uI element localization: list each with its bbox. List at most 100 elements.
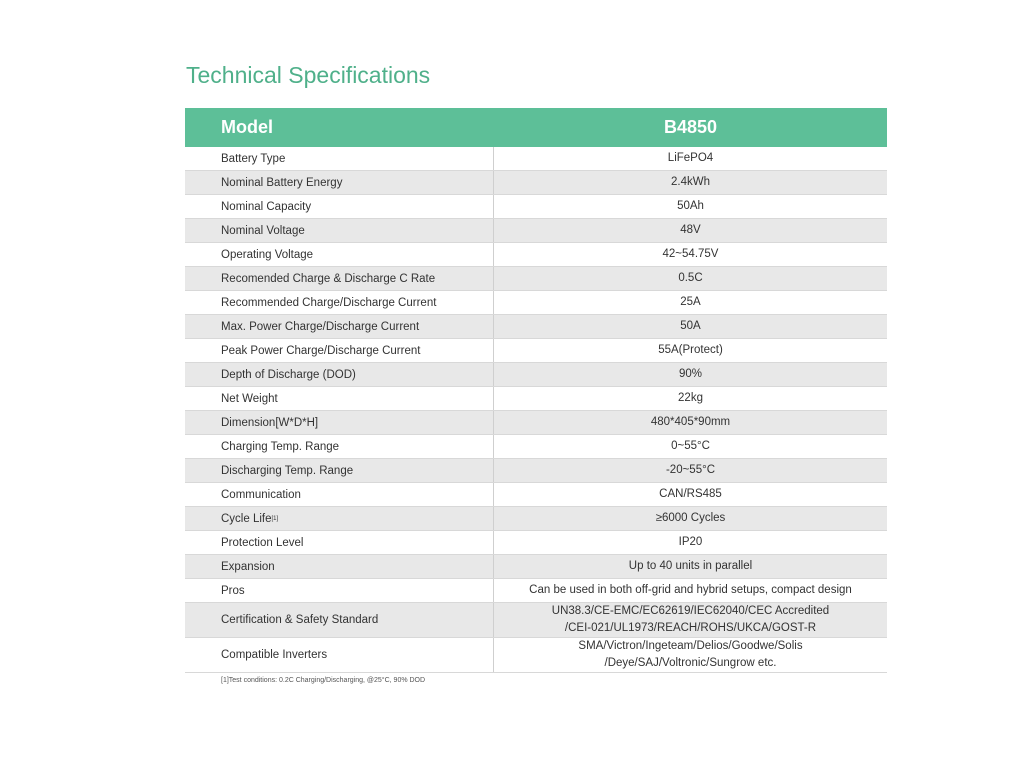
value-cell: 55A(Protect)	[494, 339, 887, 362]
value-line: 25A	[680, 296, 701, 308]
value-cell: ≥6000 Cycles	[494, 507, 887, 530]
row-label: Peak Power Charge/Discharge Current	[221, 344, 421, 357]
row-label: Dimension[W*D*H]	[221, 416, 319, 429]
label-cell: Dimension[W*D*H]	[185, 411, 494, 434]
row-label: Recomended Charge & Discharge C Rate	[221, 272, 436, 285]
label-cell: Cycle Life [1]	[185, 507, 494, 530]
value-cell: UN38.3/CE-EMC/EC62619/IEC62040/CEC Accre…	[494, 603, 887, 637]
value-line: 2.4kWh	[671, 176, 710, 188]
value-line: 42~54.75V	[662, 248, 719, 260]
value-cell: 0.5C	[494, 267, 887, 290]
label-cell: Operating Voltage	[185, 243, 494, 266]
value-line: -20~55°C	[665, 464, 716, 476]
label-cell: Depth of Discharge (DOD)	[185, 363, 494, 386]
table-row: Recomended Charge & Discharge C Rate 0.5C	[185, 267, 887, 291]
value-line: ≥6000 Cycles	[655, 512, 726, 524]
value-cell: 50Ah	[494, 195, 887, 218]
value-line: /CEI-021/UL1973/REACH/ROHS/UKCA/GOST-R	[564, 622, 817, 634]
value-cell: 42~54.75V	[494, 243, 887, 266]
label-cell: Protection Level	[185, 531, 494, 554]
row-label: Operating Voltage	[221, 248, 314, 261]
value-cell: 25A	[494, 291, 887, 314]
table-row: Certification & Safety Standard UN38.3/CE…	[185, 603, 887, 638]
table-row: Max. Power Charge/Discharge Current 50A	[185, 315, 887, 339]
footnote-ref: [1]	[271, 515, 279, 522]
value-line: CAN/RS485	[659, 488, 722, 500]
row-label: Expansion	[221, 560, 275, 573]
row-label: Discharging Temp. Range	[221, 464, 354, 477]
table-row: Battery Type LiFePO4	[185, 147, 887, 171]
table-row: Protection Level IP20	[185, 531, 887, 555]
value-cell: 2.4kWh	[494, 171, 887, 194]
label-cell: Expansion	[185, 555, 494, 578]
row-label: Recommended Charge/Discharge Current	[221, 296, 437, 309]
table-row: Depth of Discharge (DOD) 90%	[185, 363, 887, 387]
table-row: Net Weight 22kg	[185, 387, 887, 411]
table-row: Discharging Temp. Range -20~55°C	[185, 459, 887, 483]
header-cell: B4850	[663, 117, 718, 137]
row-label: Certification & Safety Standard	[221, 614, 379, 626]
table-row: Nominal Battery Energy 2.4kWh	[185, 171, 887, 195]
label-cell: Nominal Capacity	[185, 195, 494, 218]
table-row: Expansion Up to 40 units in parallel	[185, 555, 887, 579]
row-label: Nominal Capacity	[221, 200, 312, 213]
value-cell: IP20	[494, 531, 887, 554]
value-cell: Can be used in both off-grid and hybrid …	[494, 579, 887, 602]
label-cell: Peak Power Charge/Discharge Current	[185, 339, 494, 362]
table-row: Pros Can be used in both off-grid and hyb…	[185, 579, 887, 603]
value-line: /Deye/SAJ/Voltronic/Sungrow etc.	[604, 657, 777, 669]
row-label: Nominal Battery Energy	[221, 176, 343, 189]
value-line: 55A(Protect)	[658, 344, 723, 356]
footnote: [1]Test conditions: 0.2C Charging/Discha…	[221, 677, 426, 684]
row-label: Max. Power Charge/Discharge Current	[221, 320, 420, 333]
page-title: Technical Specifications	[186, 62, 431, 88]
label-cell: Pros	[185, 579, 494, 602]
header-cell: Model	[221, 117, 273, 137]
value-cell: LiFePO4	[494, 147, 887, 170]
table-row: Operating Voltage 42~54.75V	[185, 243, 887, 267]
label-cell: Nominal Battery Energy	[185, 171, 494, 194]
value-line: IP20	[678, 536, 703, 548]
label-cell: Compatible Inverters	[185, 638, 494, 672]
value-line: 0.5C	[678, 272, 703, 284]
row-label: Depth of Discharge (DOD)	[221, 368, 356, 381]
value-line: 480*405*90mm	[650, 416, 731, 428]
value-line: 90%	[678, 368, 703, 380]
table-header: Model B4850	[185, 108, 887, 147]
value-cell: 48V	[494, 219, 887, 242]
table-row: Nominal Capacity 50Ah	[185, 195, 887, 219]
value-line: Up to 40 units in parallel	[628, 560, 753, 572]
value-cell: Up to 40 units in parallel	[494, 555, 887, 578]
table-row: Compatible Inverters SMA/Victron/Ingeteam…	[185, 638, 887, 673]
table-row: Communication CAN/RS485	[185, 483, 887, 507]
value-cell: 0~55°C	[494, 435, 887, 458]
value-line: 0~55°C	[671, 440, 710, 452]
table-row: Charging Temp. Range 0~55°C	[185, 435, 887, 459]
value-cell: -20~55°C	[494, 459, 887, 482]
row-label: Charging Temp. Range	[221, 440, 340, 453]
row-label: Battery Type	[221, 152, 286, 165]
value-line: UN38.3/CE-EMC/EC62619/IEC62040/CEC Accre…	[551, 605, 830, 617]
spec-table: Model B4850 Battery Type LiFePO4 Nominal B…	[185, 108, 887, 673]
table-row: Nominal Voltage 48V	[185, 219, 887, 243]
label-cell: Charging Temp. Range	[185, 435, 494, 458]
row-label: Net Weight	[221, 392, 278, 405]
value-line: Can be used in both off-grid and hybrid …	[529, 584, 852, 596]
value-cell: 90%	[494, 363, 887, 386]
table-row: Dimension[W*D*H] 480*405*90mm	[185, 411, 887, 435]
table-row: Recommended Charge/Discharge Current 25A	[185, 291, 887, 315]
label-cell: Recomended Charge & Discharge C Rate	[185, 267, 494, 290]
label-cell: Max. Power Charge/Discharge Current	[185, 315, 494, 338]
value-cell: 480*405*90mm	[494, 411, 887, 434]
row-label: Compatible Inverters	[221, 649, 328, 661]
row-label: Pros	[221, 584, 245, 597]
label-cell: Discharging Temp. Range	[185, 459, 494, 482]
value-cell: 50A	[494, 315, 887, 338]
row-label: Cycle Life	[221, 512, 272, 525]
label-cell: Recommended Charge/Discharge Current	[185, 291, 494, 314]
row-label: Protection Level	[221, 536, 304, 549]
label-cell: Communication	[185, 483, 494, 506]
row-label: Communication	[221, 488, 301, 501]
table-row: Cycle Life [1] ≥6000 Cycles	[185, 507, 887, 531]
